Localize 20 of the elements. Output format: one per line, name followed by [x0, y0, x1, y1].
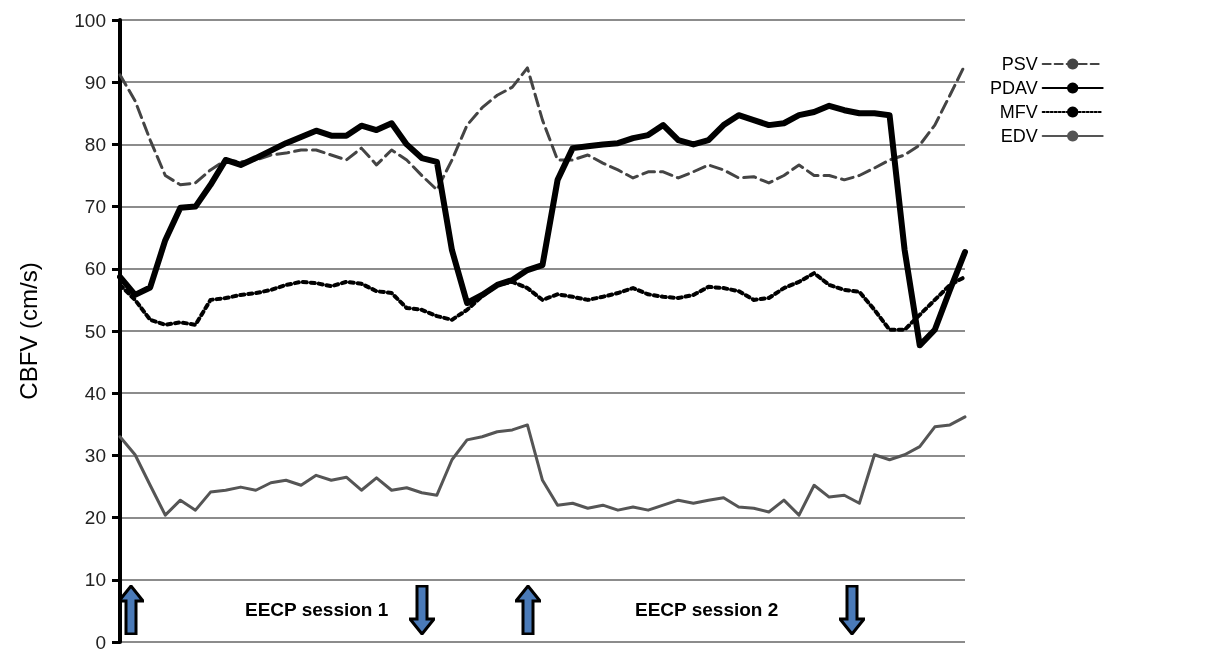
legend-label: PDAV: [989, 78, 1038, 98]
y-tick-label: 60: [84, 258, 106, 280]
line-series: [118, 415, 967, 517]
legend-label: PSV: [1001, 54, 1038, 74]
y-axis-title: CBFV (cm/s): [14, 262, 42, 400]
y-tick-label: 30: [84, 444, 106, 466]
y-tick-label: 80: [84, 133, 106, 155]
legend-label: MFV: [999, 102, 1038, 122]
y-tick-label: 10: [84, 569, 106, 591]
y-tick-label: 100: [74, 9, 106, 31]
annotation: EECP session 1: [245, 599, 389, 620]
y-tick-label: 90: [84, 71, 106, 93]
y-tick-label: 40: [84, 382, 106, 404]
annotation: EECP session 2: [635, 599, 779, 620]
legend-label: EDV: [1000, 126, 1038, 146]
y-tick-label: 0: [95, 631, 106, 653]
y-tick-label: 70: [84, 196, 106, 218]
line-series: [118, 63, 967, 192]
y-tick-label: 50: [84, 320, 106, 342]
y-tick-label: 20: [84, 507, 106, 529]
